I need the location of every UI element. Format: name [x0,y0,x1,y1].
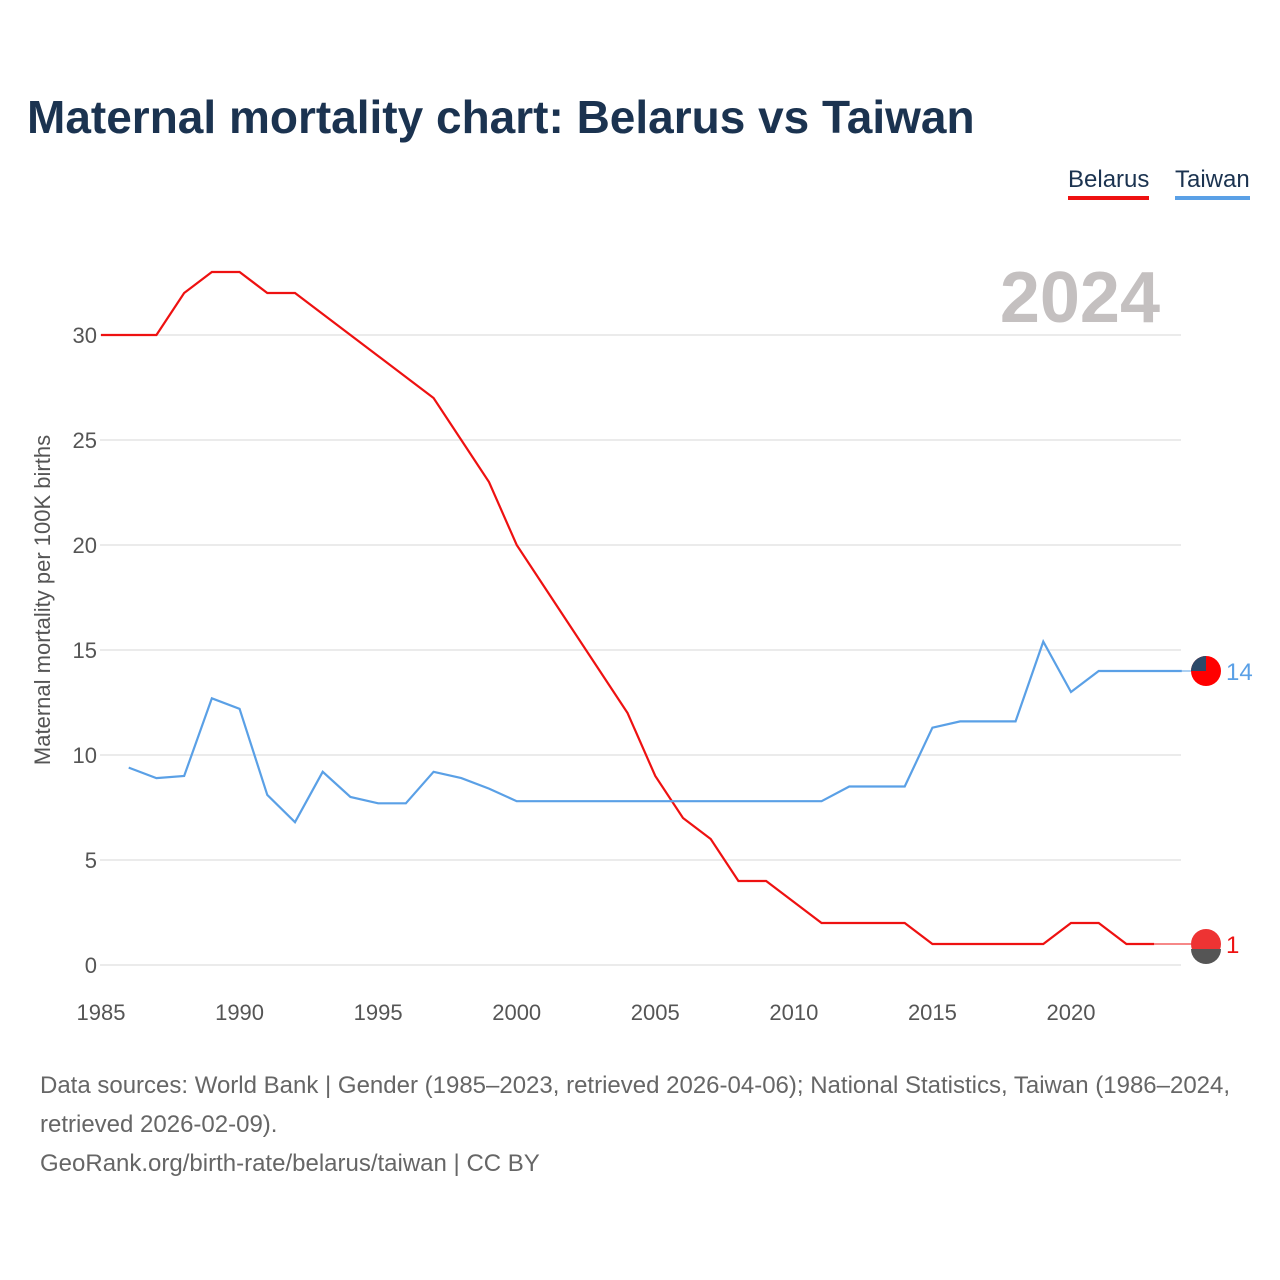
series-line-taiwan [128,638,1182,825]
x-tick-label: 2020 [1047,1000,1096,1025]
y-tick-label: 5 [85,848,97,873]
y-tick-label: 20 [73,533,97,558]
sources-text: Data sources: World Bank | Gender (1985–… [40,1072,1231,1138]
y-tick-label: 10 [73,743,97,768]
x-tick-label: 2005 [631,1000,680,1025]
x-tick-label: 1990 [215,1000,264,1025]
y-tick-label: 25 [73,428,97,453]
x-tick-label: 2010 [769,1000,818,1025]
x-tick-label: 1985 [77,1000,126,1025]
flag-canton [1191,656,1206,671]
legend-belarus[interactable]: Belarus [1068,166,1150,200]
x-tick-label: 1995 [354,1000,403,1025]
legend-taiwan[interactable]: Taiwan [1175,166,1250,200]
y-tick-label: 0 [85,953,97,978]
data-sources: Data sources: World Bank | Gender (1985–… [40,1066,1240,1183]
y-tick-label: 30 [73,323,97,348]
x-tick-label: 2000 [492,1000,541,1025]
x-tick-label: 2015 [908,1000,957,1025]
y-axis-label: Maternal mortality per 100K births [30,435,55,765]
y-tick-label: 15 [73,638,97,663]
attribution-link[interactable]: GeoRank.org/birth-rate/belarus/taiwan | … [40,1150,540,1177]
chart-title: Maternal mortality chart: Belarus vs Tai… [27,91,975,143]
series-line-belarus [101,270,1155,946]
end-value-label: 1 [1226,932,1239,959]
year-label: 2024 [1000,258,1160,338]
flag-stripe [1191,949,1221,964]
end-value-label: 14 [1226,659,1253,686]
